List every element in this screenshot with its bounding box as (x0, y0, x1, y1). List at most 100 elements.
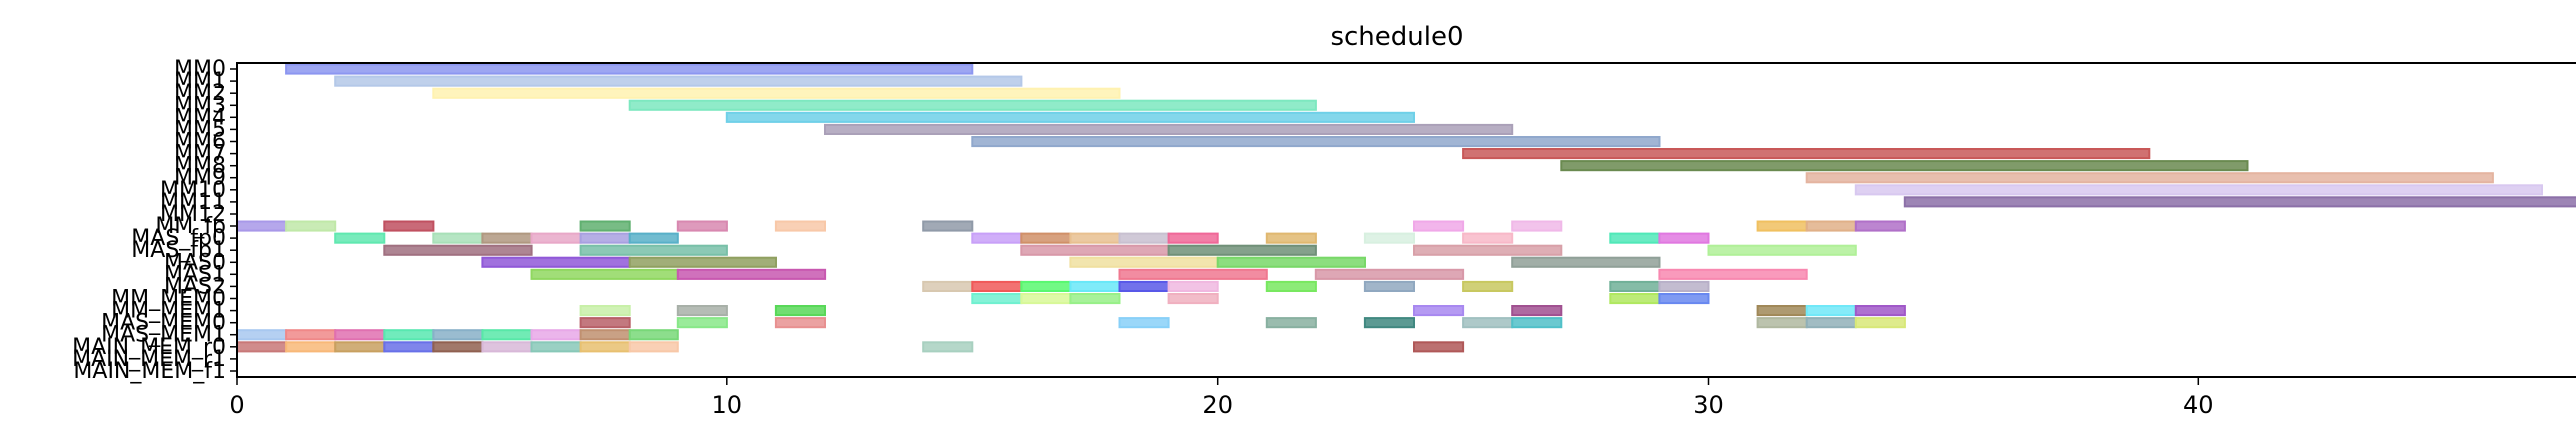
task-bar-mas-mem1-95 (383, 329, 435, 341)
task-bar-mas-fp1-40 (383, 244, 533, 256)
task-bar-mas1-53 (1118, 268, 1268, 280)
task-bar-mm-mem1-79 (1805, 305, 1857, 317)
task-bar-mm7-7 (1462, 148, 2151, 160)
task-bar-mas-fp0-37 (1462, 232, 1514, 244)
task-bar-mas1-51 (530, 268, 679, 280)
task-bar-mas1-52 (676, 268, 827, 280)
task-bar-mm-fp-14 (383, 220, 435, 232)
task-bar-mm-mem0-70 (1167, 293, 1219, 305)
y-tick-label: MM4 (174, 105, 226, 130)
task-bar-mas-mem0-91 (1854, 317, 1906, 329)
task-bar-mas-mem1-94 (334, 329, 386, 341)
task-bar-mm-fp-13 (285, 220, 337, 232)
task-bar-mm10-10 (1854, 184, 2544, 196)
task-bar-main-mem-r0-111 (1413, 341, 1465, 353)
task-bar-mm-mem1-80 (1854, 305, 1906, 317)
task-bar-mas2-56 (922, 280, 974, 292)
task-bar-mas2-60 (1118, 280, 1170, 292)
task-bar-mas-mem1-96 (432, 329, 484, 341)
y-tick-label: MAS2 (164, 274, 226, 299)
task-bar-mas-mem0-82 (676, 317, 728, 329)
task-bar-mm-mem1-78 (1756, 305, 1808, 317)
task-bar-mas2-63 (1363, 280, 1416, 292)
task-bar-mas2-61 (1167, 280, 1219, 292)
task-bar-main-mem-r0-103 (334, 341, 386, 353)
task-bar-mm-mem0-72 (1658, 293, 1710, 305)
task-bar-mas-mem0-87 (1462, 317, 1514, 329)
task-bar-mas-fp0-33 (1118, 232, 1170, 244)
task-bar-main-mem-r0-108 (579, 341, 631, 353)
task-bar-mas2-57 (971, 280, 1023, 292)
y-tick-label: MM_MEM1 (111, 299, 226, 324)
task-bar-mm-fp-17 (774, 220, 827, 232)
y-tick-label: MAS0 (164, 250, 226, 275)
task-bar-mm-fp-21 (1756, 220, 1808, 232)
task-bar-mm-fp-20 (1511, 220, 1563, 232)
task-bar-mm-mem1-77 (1511, 305, 1563, 317)
task-bar-mas-mem1-92 (236, 329, 288, 341)
task-bar-mm-fp-18 (922, 220, 974, 232)
task-bars (236, 63, 2576, 353)
task-bar-mm6-6 (971, 136, 1661, 148)
y-tick-label: MM6 (174, 130, 226, 155)
task-bar-mas-fp0-25 (432, 232, 484, 244)
y-axis: MM0MM1MM2MM3MM4MM5MM6MM7MM8MM9MM10MM11MM… (72, 57, 237, 384)
task-bar-mas1-54 (1314, 268, 1465, 280)
y-tick-label: MM1 (174, 69, 226, 94)
task-bar-mas-fp0-27 (530, 232, 582, 244)
y-tick-label: MM5 (174, 117, 226, 142)
task-bar-mas-fp1-44 (1413, 244, 1563, 256)
task-bar-mas2-58 (1020, 280, 1072, 292)
y-tick-label: MAS1 (164, 262, 226, 287)
task-bar-mas-mem0-85 (1265, 317, 1317, 329)
task-bar-mas-mem1-97 (481, 329, 533, 341)
axes-frame (236, 62, 2576, 378)
y-tick-label: MAS_fp1 (131, 238, 226, 263)
task-bar-mas2-64 (1462, 280, 1514, 292)
y-tick-label: MAS_MEM0 (101, 311, 226, 336)
task-bar-mm-mem0-68 (1020, 293, 1072, 305)
task-bar-mas-fp1-43 (1167, 244, 1317, 256)
y-tick-label: MM3 (174, 93, 226, 118)
task-bar-mas-mem1-93 (285, 329, 337, 341)
task-bar-mas-mem0-88 (1511, 317, 1563, 329)
task-bar-mas-mem0-86 (1363, 317, 1416, 329)
task-bar-mas-fp0-39 (1658, 232, 1710, 244)
task-bar-mas0-49 (1216, 256, 1366, 268)
task-bar-mas-fp0-24 (334, 232, 386, 244)
task-bar-mas-fp0-35 (1265, 232, 1317, 244)
y-tick-label: MAS_fp0 (131, 226, 226, 251)
task-bar-mm-fp-12 (236, 220, 288, 232)
task-bar-mas1-55 (1658, 268, 1808, 280)
task-bar-mas-mem1-99 (579, 329, 631, 341)
task-bar-mas-mem0-81 (579, 317, 631, 329)
y-tick-label: MAIN_MEM_r1 (72, 347, 226, 372)
task-bar-mm9-9 (1805, 172, 2494, 184)
y-tick-label: MM_MEM0 (111, 287, 226, 312)
task-bar-mas-fp0-34 (1167, 232, 1219, 244)
task-bar-main-mem-r0-106 (481, 341, 533, 353)
task-bar-main-mem-r0-104 (383, 341, 435, 353)
x-tick-label: 40 (2183, 391, 2214, 419)
task-bar-mm-mem1-75 (774, 305, 827, 317)
task-bar-mm4-4 (725, 111, 1415, 123)
task-bar-mm8-8 (1560, 160, 2249, 172)
task-bar-mm-mem0-71 (1609, 293, 1661, 305)
task-bar-mas0-50 (1511, 256, 1661, 268)
task-bar-main-mem-r0-107 (530, 341, 582, 353)
task-bar-main-mem-r0-110 (922, 341, 974, 353)
chart-title: schedule0 (1330, 22, 1463, 52)
task-bar-mas2-66 (1658, 280, 1710, 292)
task-bar-main-mem-r0-102 (285, 341, 337, 353)
task-bar-mm-fp-23 (1854, 220, 1906, 232)
task-bar-mm-mem1-76 (1413, 305, 1465, 317)
task-bar-mas2-65 (1609, 280, 1661, 292)
task-bar-mas-fp0-32 (1069, 232, 1121, 244)
task-bar-mas-fp1-45 (1707, 244, 1857, 256)
task-bar-mas-mem1-100 (628, 329, 679, 341)
y-tick-label: MM2 (174, 81, 226, 106)
x-tick-label: 30 (1693, 391, 1724, 419)
task-bar-mm-fp-22 (1805, 220, 1857, 232)
task-bar-mas-mem0-84 (1118, 317, 1170, 329)
